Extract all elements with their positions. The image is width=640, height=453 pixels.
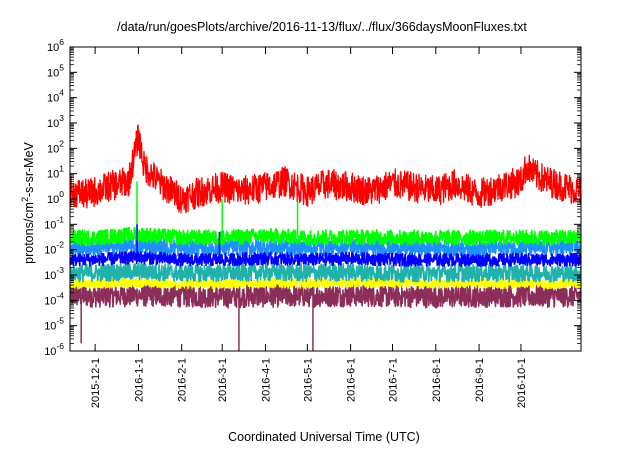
y-tick-label-5: 10-2	[44, 240, 64, 257]
x-tick-label-10: 2016-9-1	[474, 358, 486, 402]
y-tick-label-8: 101	[47, 164, 64, 181]
plot-area	[70, 124, 581, 351]
x-tick-label-6: 2016-5-1	[302, 358, 314, 402]
flux-series-6-line	[70, 250, 581, 267]
x-tick-label-3: 2016-2-1	[177, 358, 189, 402]
x-tick-label-4: 2016-3-1	[217, 358, 229, 402]
x-tick-label-8: 2016-7-1	[388, 358, 400, 402]
flux-series-2	[70, 277, 581, 290]
y-axis: 10-6 10-5 10-4 10-3 10-2 10-1 100 101 102 103 104 1…	[44, 37, 581, 358]
y-tick-label-4: 10-3	[44, 265, 64, 282]
plot-frame	[69, 46, 582, 352]
y-axis-label-superscript: 2	[20, 197, 30, 202]
y-tick-label-12: 105	[47, 62, 64, 79]
x-tick-label-2: 2016-1-1	[133, 358, 145, 402]
flux-series-6	[70, 224, 581, 267]
y-tick-label-13: 106	[47, 37, 64, 54]
flux-series-7	[70, 124, 581, 214]
y-tick-label-11: 104	[47, 88, 64, 105]
x-tick-label-5: 2016-4-1	[260, 358, 272, 402]
flux-series-7-line	[70, 124, 581, 214]
y-tick-label-7: 100	[47, 189, 64, 206]
flux-series-2-line	[70, 277, 581, 290]
y-tick-label-2: 10-5	[44, 316, 64, 333]
y-axis-label: protons/cm2-s-sr-MeV	[20, 141, 36, 263]
y-tick-label-9: 102	[47, 138, 64, 155]
y-tick-label-1: 10-6	[44, 341, 64, 358]
x-tick-label-7: 2016-6-1	[346, 358, 358, 402]
y-tick-label-3: 10-4	[44, 290, 64, 307]
x-axis: 2015-12-1 2016-1-1 2016-2-1 2016-3-1 2016-4-…	[90, 47, 528, 408]
flux-series-5-line	[70, 226, 581, 246]
chart-title: /data/run/goesPlots/archive/2016-11-13/f…	[117, 20, 527, 34]
flux-series-1	[70, 283, 581, 351]
x-tick-label-9: 2016-8-1	[431, 358, 443, 402]
x-tick-label-1: 2015-12-1	[90, 358, 102, 408]
x-tick-label-11: 2016-10-1	[516, 358, 528, 408]
flux-series-5	[70, 181, 581, 246]
y-axis-label-main: protons/cm	[22, 202, 36, 264]
y-tick-label-10: 103	[47, 113, 64, 130]
y-tick-label-6: 10-1	[44, 214, 64, 231]
y-axis-label-rest: -s-sr-MeV	[22, 141, 36, 197]
x-axis-label: Coordinated Universal Time (UTC)	[228, 430, 420, 444]
